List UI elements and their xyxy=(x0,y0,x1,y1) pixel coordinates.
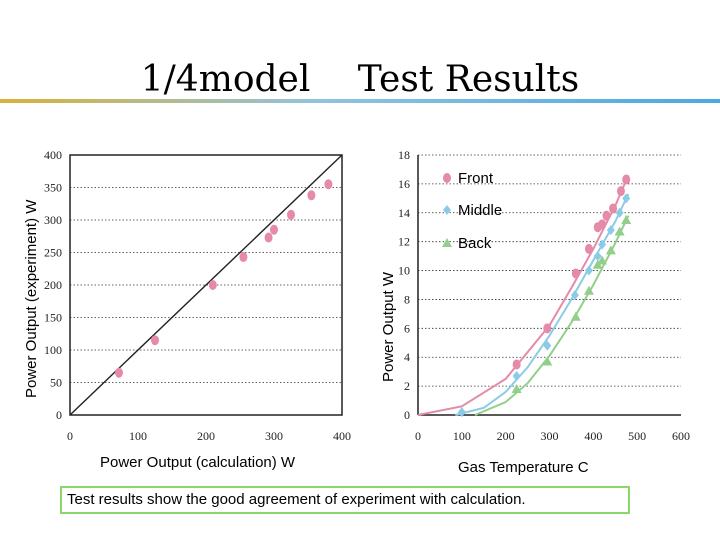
chart1-y-tick-label: 400 xyxy=(44,148,62,162)
chart1-data-point xyxy=(151,335,159,346)
chart2-data-point-back xyxy=(542,356,553,366)
chart2-data-point-middle xyxy=(606,225,615,236)
chart1-data-point xyxy=(208,280,217,290)
chart1-data-point xyxy=(264,232,273,243)
chart2-data-point-back xyxy=(597,255,608,265)
chart2-data-point-front xyxy=(543,323,552,334)
legend-label-middle: Middle xyxy=(458,202,502,219)
chart1-y-axis-title: Power Output (experiment) W xyxy=(23,199,40,398)
chart2-data-point-back xyxy=(583,285,594,295)
chart1-data-point xyxy=(239,252,248,263)
chart1-x-tick-label: 300 xyxy=(265,429,283,443)
chart2-data-point-middle xyxy=(584,265,593,276)
chart2-data-point-front xyxy=(622,174,631,185)
chart1-data-point xyxy=(307,190,316,201)
chart1-x-tick-label: 0 xyxy=(67,429,73,443)
chart1-data-point xyxy=(287,209,295,220)
chart2-x-tick-label: 0 xyxy=(415,429,421,443)
legend-label-back: Back xyxy=(458,235,492,252)
chart1-x-axis-title: Power Output (calculation) W xyxy=(100,454,296,471)
legend-marker-middle xyxy=(443,205,451,215)
chart2-fit-curve-middle xyxy=(455,193,630,416)
chart2-x-tick-label: 400 xyxy=(584,429,602,443)
chart1-y-tick-label: 300 xyxy=(44,213,62,227)
chart1-data-point xyxy=(270,224,278,235)
chart2-x-tick-label: 300 xyxy=(541,429,559,443)
chart1-y-tick-label: 100 xyxy=(44,343,62,357)
chart1-x-tick-label: 100 xyxy=(129,429,147,443)
chart2-data-point-front xyxy=(616,186,625,197)
chart2-data-point-middle xyxy=(457,407,466,418)
chart1-y-tick-label: 150 xyxy=(44,311,62,325)
title-underline xyxy=(0,99,720,103)
chart2-data-point-front xyxy=(598,219,607,230)
chart2-data-point-front xyxy=(602,210,611,221)
legend-label-front: Front xyxy=(458,170,494,187)
chart2-y-tick-label: 2 xyxy=(404,379,410,393)
chart2-data-point-back xyxy=(605,245,616,255)
chart1-y-tick-label: 350 xyxy=(44,181,62,195)
legend-marker-front xyxy=(443,173,451,183)
chart2-y-tick-label: 0 xyxy=(404,408,410,422)
chart1-x-tick-label: 400 xyxy=(333,429,351,443)
chart2-y-tick-label: 8 xyxy=(404,292,410,306)
chart2-data-point-back xyxy=(614,226,625,236)
legend-marker-back xyxy=(442,238,452,247)
chart2-data-point-back xyxy=(511,384,522,393)
chart1-y-tick-label: 250 xyxy=(44,246,62,260)
chart2-x-tick-label: 100 xyxy=(453,429,471,443)
gas-temperature-chart: Gas Temperature C Power Output W 0 2 4 6 8 10… xyxy=(380,148,690,476)
chart2-y-tick-label: 18 xyxy=(398,148,410,162)
chart2-y-tick-label: 14 xyxy=(398,206,410,220)
chart2-data-point-middle xyxy=(593,251,602,262)
chart1-x-tick-label: 200 xyxy=(197,429,215,443)
chart1-y-tick-label: 200 xyxy=(44,278,62,292)
chart2-data-point-front xyxy=(584,243,593,254)
chart2-y-tick-label: 6 xyxy=(404,321,410,335)
chart2-data-point-middle xyxy=(570,290,579,301)
chart2-y-tick-label: 16 xyxy=(398,177,410,191)
chart2-data-point-middle xyxy=(615,207,624,218)
chart2-y-tick-label: 12 xyxy=(398,235,410,249)
chart2-data-point-front xyxy=(609,203,618,214)
chart1-y-tick-label: 50 xyxy=(50,376,62,390)
chart2-data-point-middle xyxy=(543,340,552,351)
chart1-y-tick-label: 0 xyxy=(56,408,62,422)
chart1-data-point xyxy=(114,367,123,378)
chart2-y-tick-label: 10 xyxy=(398,264,410,278)
chart2-x-axis-title: Gas Temperature C xyxy=(458,459,589,476)
slide-title: 1/4model Test Results xyxy=(140,59,580,100)
calc-vs-experiment-chart: Power Output (calculation) W Power Outpu… xyxy=(23,148,351,471)
chart2-data-point-back xyxy=(621,215,632,224)
chart2-data-point-back xyxy=(570,311,581,321)
chart2-fit-curve-back xyxy=(474,215,630,416)
chart2-x-tick-label: 600 xyxy=(672,429,690,443)
chart2-y-axis-title: Power Output W xyxy=(380,271,397,382)
chart2-data-point-middle xyxy=(598,239,607,250)
chart2-data-point-middle xyxy=(622,193,631,204)
chart2-x-tick-label: 200 xyxy=(497,429,515,443)
chart2-x-tick-label: 500 xyxy=(628,429,646,443)
chart2-data-point-front xyxy=(512,359,521,370)
caption-box: Test results show the good agreement of … xyxy=(60,486,630,514)
chart2-data-point-front xyxy=(571,268,580,279)
chart2-data-point-middle xyxy=(512,371,521,381)
chart2-y-tick-label: 4 xyxy=(404,350,410,364)
chart1-data-point xyxy=(324,179,333,190)
